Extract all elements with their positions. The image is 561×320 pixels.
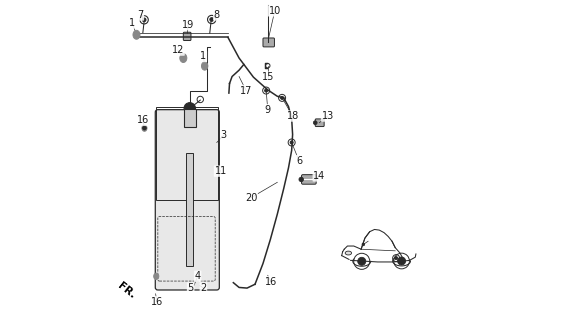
Text: 17: 17	[240, 85, 252, 96]
Text: 15: 15	[261, 72, 274, 82]
FancyBboxPatch shape	[263, 38, 274, 47]
Ellipse shape	[180, 53, 187, 62]
Circle shape	[398, 257, 406, 265]
Ellipse shape	[201, 62, 208, 70]
Circle shape	[134, 32, 139, 37]
Circle shape	[154, 274, 158, 278]
Circle shape	[210, 18, 214, 21]
Ellipse shape	[345, 251, 352, 255]
Text: 16: 16	[137, 115, 149, 125]
Text: 16: 16	[151, 297, 163, 307]
FancyBboxPatch shape	[155, 110, 219, 290]
Text: 16: 16	[265, 277, 277, 287]
Text: 10: 10	[269, 6, 281, 16]
Circle shape	[186, 214, 193, 220]
Text: 9: 9	[265, 105, 271, 115]
Text: 13: 13	[321, 111, 334, 121]
Circle shape	[280, 96, 284, 100]
Text: 2: 2	[200, 283, 206, 293]
Circle shape	[394, 257, 398, 260]
Circle shape	[313, 121, 317, 124]
FancyBboxPatch shape	[301, 175, 316, 184]
Text: 8: 8	[214, 10, 220, 20]
Text: 1: 1	[129, 18, 135, 28]
Circle shape	[181, 55, 186, 60]
Bar	[157, 108, 218, 200]
Bar	[186, 153, 193, 267]
Ellipse shape	[133, 30, 140, 39]
Text: 7: 7	[137, 10, 144, 20]
Circle shape	[192, 264, 195, 267]
Text: 14: 14	[313, 171, 325, 181]
Text: 12: 12	[172, 45, 184, 55]
Circle shape	[299, 177, 304, 182]
Text: 5: 5	[187, 283, 194, 293]
FancyBboxPatch shape	[315, 119, 324, 126]
Circle shape	[265, 89, 268, 92]
Bar	[185, 109, 196, 126]
Text: 18: 18	[287, 111, 298, 121]
Ellipse shape	[154, 273, 159, 279]
Text: 3: 3	[220, 130, 227, 140]
Circle shape	[199, 276, 202, 279]
Circle shape	[181, 276, 184, 279]
Circle shape	[142, 126, 146, 130]
Circle shape	[142, 18, 146, 22]
Text: FR.: FR.	[116, 280, 137, 300]
Circle shape	[203, 64, 207, 68]
Ellipse shape	[142, 125, 147, 131]
Text: 11: 11	[214, 166, 227, 176]
Text: 19: 19	[182, 20, 194, 29]
Circle shape	[184, 103, 196, 114]
Text: 1: 1	[200, 52, 206, 61]
Circle shape	[362, 243, 365, 246]
Text: 4: 4	[195, 271, 201, 281]
FancyBboxPatch shape	[183, 32, 191, 41]
Circle shape	[290, 141, 293, 144]
Circle shape	[358, 257, 366, 265]
Text: 6: 6	[296, 156, 302, 166]
Text: 20: 20	[245, 193, 257, 203]
